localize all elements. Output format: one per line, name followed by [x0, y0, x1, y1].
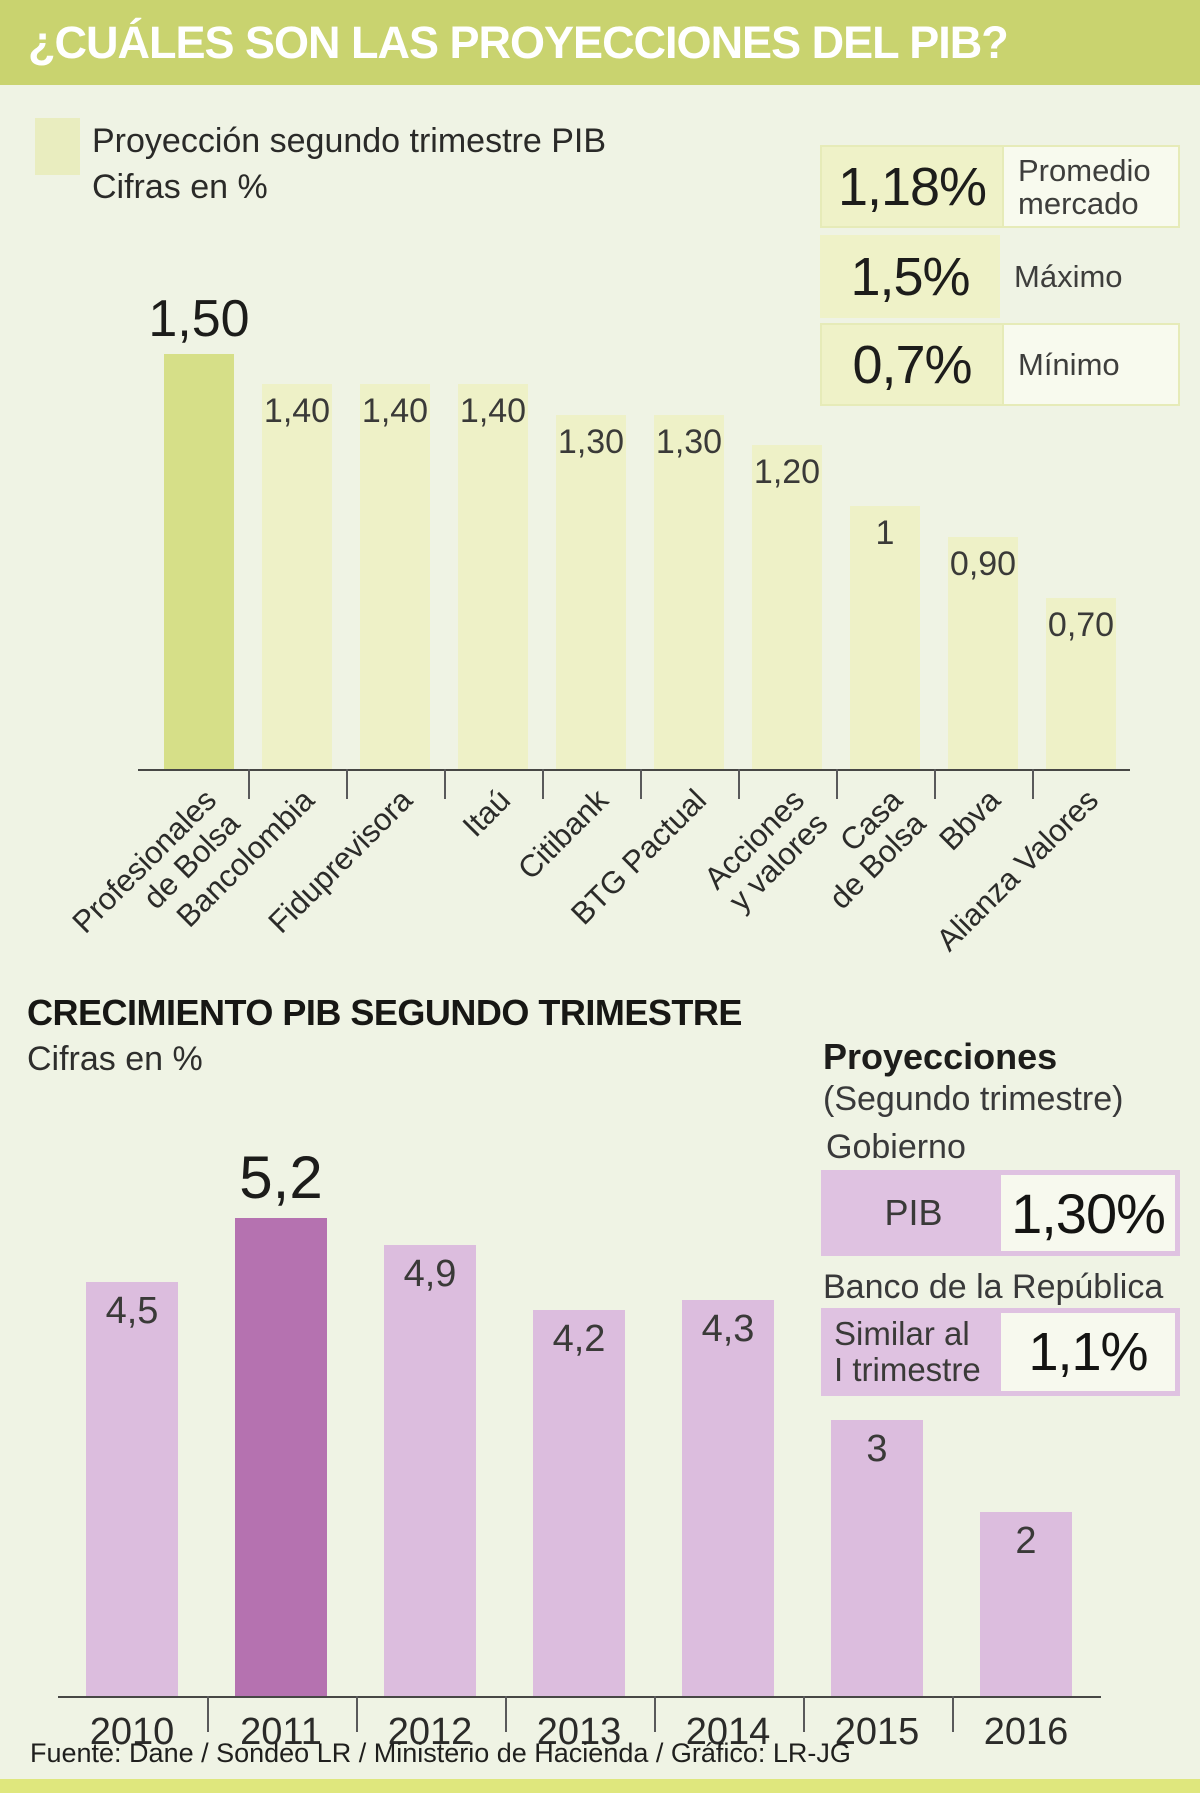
axis-tick: [952, 1696, 954, 1732]
axis-tick: [738, 769, 740, 799]
bar-fiduprevisora: [360, 384, 430, 769]
stat-value: 0,7%: [822, 325, 1002, 404]
bar-casa-de-bolsa: [850, 506, 920, 769]
pib-label: PIB: [884, 1192, 943, 1234]
projections-subtitle: (Segundo trimestre): [823, 1080, 1124, 1118]
bar-2012: [384, 1245, 476, 1696]
category-label: Alianza Valores: [929, 782, 1106, 958]
bar-value-label: 1,50: [148, 290, 250, 348]
bar-acciones-y-valores: [752, 445, 822, 769]
bar-2014: [682, 1300, 774, 1696]
stat-label: Máximo: [1014, 259, 1123, 294]
bar-2013: [533, 1310, 625, 1696]
axis-tick: [1032, 769, 1034, 799]
axis-tick: [356, 1696, 358, 1732]
bar-2016: [980, 1512, 1072, 1696]
bar-value-label: 4,3: [701, 1308, 755, 1350]
banrep-value: 1,1%: [1001, 1313, 1175, 1391]
category-label: Fiduprevisora: [261, 782, 420, 940]
bar-2011: [235, 1218, 327, 1696]
category-label: Itaú: [455, 782, 518, 844]
stat-minimo: 0,7% Mínimo: [820, 323, 1180, 406]
axis-tick: [640, 769, 642, 799]
bar-citibank: [556, 415, 626, 769]
axis-tick: [803, 1696, 805, 1732]
bar-value-label: 4,5: [105, 1290, 159, 1332]
bar-value-label: 0,70: [1047, 606, 1115, 644]
category-label: Bancolombia: [169, 782, 322, 934]
footer-bar: [0, 1779, 1200, 1793]
category-label: Bbva: [932, 782, 1008, 858]
axis-tick: [934, 769, 936, 799]
axis-tick: [248, 769, 250, 799]
stat-value: 1,5%: [820, 235, 1000, 318]
bar-value-label: 1: [875, 514, 895, 552]
bar-value-label: 1,40: [263, 392, 331, 430]
bar-2015: [831, 1420, 923, 1696]
category-label: 2016: [983, 1711, 1069, 1753]
bar-bancolombia: [262, 384, 332, 769]
stat-label: Promedio mercado: [1002, 147, 1178, 226]
bar-value-label: 0,90: [949, 545, 1017, 583]
axis-tick: [505, 1696, 507, 1732]
x-axis: [138, 769, 1130, 771]
stat-promedio-mercado: 1,18% Promedio mercado: [820, 145, 1180, 228]
bar-value-label: 3: [866, 1428, 888, 1470]
gobierno-pib-box: PIB 1,30%: [821, 1170, 1180, 1256]
bar-value-label: 4,9: [403, 1253, 457, 1295]
stat-maximo: 1,5% Máximo: [820, 235, 1180, 318]
axis-tick: [444, 769, 446, 799]
bar-value-label: 5,2: [239, 1144, 323, 1211]
page-title: ¿CUÁLES SON LAS PROYECCIONES DEL PIB?: [28, 17, 1009, 68]
bar-value-label: 1,40: [459, 392, 527, 430]
axis-tick: [654, 1696, 656, 1732]
bar-btg-pactual: [654, 415, 724, 769]
stat-value: 1,18%: [822, 147, 1002, 226]
pib-value: 1,30%: [1001, 1175, 1175, 1251]
banrep-label: Banco de la República: [823, 1268, 1164, 1306]
legend-line1: Proyección segundo trimestre PIB: [92, 122, 607, 160]
projections-title: Proyecciones: [823, 1036, 1058, 1077]
bar-value-label: 2: [1015, 1520, 1037, 1562]
legend-line2: Cifras en %: [92, 168, 268, 206]
section2-subtitle: Cifras en %: [27, 1040, 203, 1078]
bar-value-label: 1,40: [361, 392, 429, 430]
bar-value-label: 1,20: [753, 453, 821, 491]
legend-swatch: [35, 118, 80, 175]
axis-tick: [836, 769, 838, 799]
bar-value-label: 1,30: [655, 423, 723, 461]
bar-value-label: 1,30: [557, 423, 625, 461]
bar-value-label: 4,2: [552, 1318, 606, 1360]
stat-label: Mínimo: [1002, 325, 1178, 404]
axis-tick: [346, 769, 348, 799]
category-label: BTG Pactual: [564, 782, 714, 932]
x-axis: [58, 1696, 1101, 1698]
bar-2010: [86, 1282, 178, 1696]
projections-gobierno-label: Gobierno: [826, 1128, 966, 1166]
bar-profesionales-de-bolsa: [164, 354, 234, 769]
banrep-row-label: Similar al I trimestre: [834, 1314, 981, 1388]
category-label: Citibank: [511, 782, 616, 887]
axis-tick: [542, 769, 544, 799]
source-credit: Fuente: Dane / Sondeo LR / Ministerio de…: [30, 1738, 851, 1768]
bar-alianza-valores: [1046, 598, 1116, 769]
section2-title: CRECIMIENTO PIB SEGUNDO TRIMESTRE: [27, 992, 742, 1033]
banrep-box: Similar al I trimestre 1,1%: [821, 1308, 1180, 1396]
legend-label: Proyección segundo trimestre PIB Cifras …: [92, 118, 606, 210]
bar-bbva: [948, 537, 1018, 769]
header-banner: ¿CUÁLES SON LAS PROYECCIONES DEL PIB?: [0, 0, 1200, 85]
axis-tick: [207, 1696, 209, 1732]
bar-ita: [458, 384, 528, 769]
